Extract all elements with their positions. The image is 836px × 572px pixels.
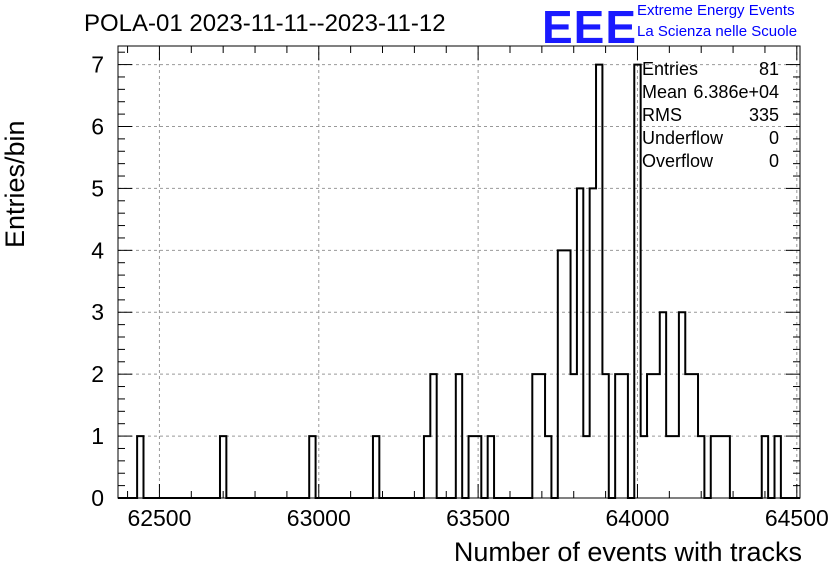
x-tick-label: 62500 <box>127 505 191 531</box>
eee-logo: EEE <box>542 1 638 53</box>
y-tick-label: 5 <box>91 175 104 201</box>
y-tick-label: 6 <box>91 113 104 139</box>
stat-rms-label: RMS <box>642 105 682 125</box>
stat-overflow-label: Overflow <box>642 151 714 171</box>
logo-line-2: La Scienza nelle Scuole <box>637 23 798 40</box>
logo-line-1: Extreme Energy Events <box>637 2 795 19</box>
stat-overflow-value: 0 <box>768 151 779 171</box>
stat-rms-value: 335 <box>748 105 779 125</box>
histogram-bin <box>673 436 679 498</box>
y-tick-label: 2 <box>91 361 104 387</box>
stat-entries-value: 81 <box>758 59 779 79</box>
y-tick-label: 1 <box>91 423 104 449</box>
x-axis-label: Number of events with tracks <box>453 537 802 567</box>
histogram-bin <box>641 436 647 498</box>
chart-title: POLA-01 2023-11-11--2023-11-12 <box>84 10 446 37</box>
y-axis-label: Entries/bin <box>0 120 30 248</box>
tick-labels: 0 1 2 3 4 5 6 7 62500 63000 63500 64000 64500 <box>91 52 829 531</box>
plot-frame <box>117 45 801 499</box>
y-tick-label: 3 <box>91 299 104 325</box>
y-tick-label: 7 <box>91 52 104 78</box>
x-tick-label: 63500 <box>446 505 510 531</box>
stat-mean-value: 6.386e+04 <box>693 82 779 102</box>
stat-underflow-value: 0 <box>768 128 779 148</box>
histogram-bin <box>666 436 672 498</box>
y-tick-label: 0 <box>91 485 104 511</box>
stat-mean-label: Mean <box>642 82 688 102</box>
x-tick-label: 64000 <box>605 505 669 531</box>
x-tick-label: 63000 <box>287 505 351 531</box>
axes <box>117 45 801 499</box>
stat-underflow-label: Underflow <box>642 128 724 148</box>
histogram-bin <box>717 436 723 498</box>
histogram-bin <box>583 436 589 498</box>
stat-entries-label: Entries <box>642 59 699 79</box>
x-tick-label: 64500 <box>765 505 829 531</box>
y-tick-label: 4 <box>91 237 104 263</box>
